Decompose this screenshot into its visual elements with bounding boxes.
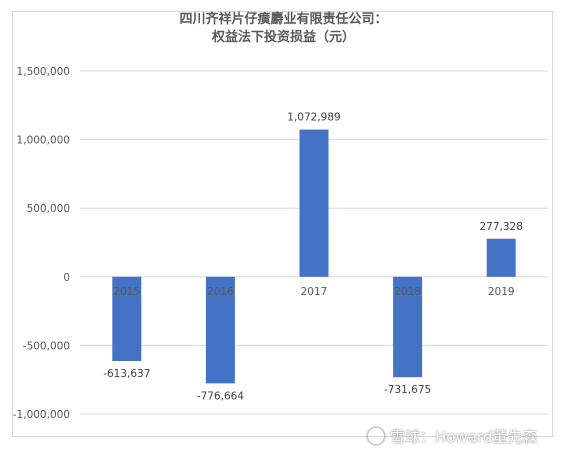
chart-title-line-1: 四川齐祥片仔癀麝业有限责任公司： bbox=[179, 12, 388, 27]
bar-2015 bbox=[112, 276, 142, 361]
x-axis-tick-labels: 2015 2016 2017 2018 2019 bbox=[113, 286, 514, 298]
y-tick-label: 0 bbox=[63, 272, 70, 284]
chart-title: 四川齐祥片仔癀麝业有限责任公司： 权益法下投资损益（元） bbox=[0, 11, 567, 47]
y-tick-label: 1,500,000 bbox=[17, 66, 70, 78]
bar-2016 bbox=[205, 276, 235, 384]
data-label: -731,675 bbox=[384, 384, 431, 396]
watermark-text: 雪球：Howard董先森 bbox=[390, 427, 538, 446]
x-tick-label: 2019 bbox=[488, 286, 515, 298]
watermark: 雪球：Howard董先森 bbox=[367, 424, 562, 448]
data-label: 1,072,989 bbox=[287, 112, 340, 124]
data-label: -776,664 bbox=[197, 390, 245, 402]
x-tick-label: 2018 bbox=[394, 286, 421, 298]
y-tick-label: -1,000,000 bbox=[13, 409, 70, 421]
x-tick-label: 2016 bbox=[207, 286, 234, 298]
y-tick-label: 500,000 bbox=[27, 203, 70, 215]
chart-title-line-2: 权益法下投资损益（元） bbox=[211, 30, 355, 45]
bar-2018 bbox=[393, 276, 423, 378]
bar-2017 bbox=[299, 129, 329, 277]
bars bbox=[112, 129, 516, 384]
bar-2019 bbox=[486, 238, 516, 277]
x-tick-label: 2017 bbox=[301, 286, 328, 298]
y-tick-label: 1,000,000 bbox=[17, 135, 70, 147]
data-labels: -613,637 -776,664 1,072,989 -731,675 277,328 bbox=[103, 112, 523, 403]
data-label: -613,637 bbox=[103, 368, 150, 380]
snowball-icon bbox=[367, 427, 385, 445]
y-axis-tick-labels: 1,500,000 1,000,000 500,000 0 -500,000 -1,000… bbox=[13, 66, 70, 421]
chart-frame bbox=[12, 11, 553, 437]
x-tick-label: 2015 bbox=[113, 286, 140, 298]
y-tick-label: -500,000 bbox=[23, 340, 70, 352]
data-label: 277,328 bbox=[479, 221, 522, 233]
